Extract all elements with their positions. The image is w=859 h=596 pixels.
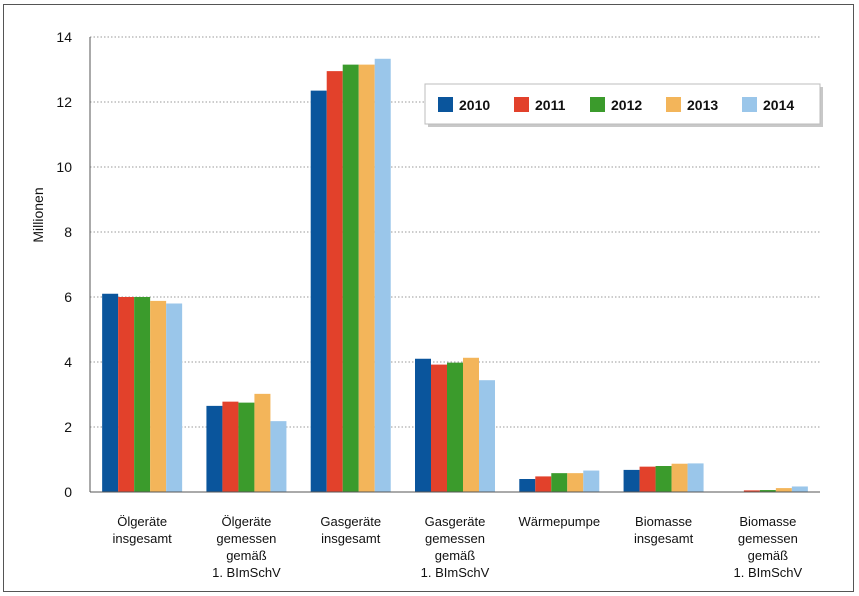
legend-label-2010: 2010	[459, 97, 490, 113]
category-label: 1. BImSchV	[734, 565, 803, 580]
bar-2010-3	[310, 90, 327, 492]
bar-2014-7	[791, 486, 808, 492]
bar-2010-1	[102, 293, 119, 492]
y-axis-title: Millionen	[30, 187, 46, 242]
bar-2014-1	[166, 303, 183, 492]
bar-2012-2	[238, 402, 255, 492]
category-label: Gasgeräte	[425, 514, 486, 529]
y-tick-label: 4	[64, 354, 72, 370]
category-label: Gasgeräte	[320, 514, 381, 529]
bar-2014-2	[270, 421, 287, 492]
bar-2012-1	[134, 297, 151, 492]
category-label: insgesamt	[321, 531, 381, 546]
category-label: gemessen	[216, 531, 276, 546]
y-tick-label: 12	[56, 94, 72, 110]
bar-2013-5	[567, 473, 584, 492]
bar-2010-5	[519, 479, 536, 492]
bar-2011-2	[222, 401, 239, 492]
bar-2013-2	[254, 393, 271, 492]
y-tick-label: 10	[56, 159, 72, 175]
y-tick-label: 0	[64, 484, 72, 500]
legend-swatch-2011	[514, 97, 529, 112]
bar-2014-6	[687, 463, 704, 492]
category-labels: Ölgeräte insgesamt Ölgeräte gemessen gemäß 1.…	[113, 514, 803, 580]
bar-2011-5	[535, 476, 552, 492]
bar-2013-6	[671, 463, 688, 492]
bar-2012-4	[447, 362, 463, 492]
legend-swatch-2012	[590, 97, 605, 112]
bar-2014-5	[583, 470, 600, 492]
category-label: gemessen	[425, 531, 485, 546]
bar-2010-4	[415, 358, 431, 492]
category-label: 1. BImSchV	[421, 565, 490, 580]
legend-label-2011: 2011	[535, 97, 566, 113]
bar-2011-3	[326, 71, 343, 492]
bar-2013-4	[463, 357, 479, 492]
legend-swatch-2010	[438, 97, 453, 112]
category-label: gemessen	[738, 531, 798, 546]
bar-2014-4	[479, 380, 495, 492]
legend-label-2013: 2013	[687, 97, 718, 113]
legend-swatch-2014	[742, 97, 757, 112]
category-label: Ölgeräte	[117, 514, 167, 529]
axes	[89, 37, 820, 493]
category-label: Biomasse	[635, 514, 692, 529]
bar-2010-2	[206, 405, 223, 492]
legend-label-2012: 2012	[611, 97, 642, 113]
legend: 2010 2011 2012 2013 2014	[424, 83, 823, 127]
category-label: gemäß	[748, 548, 789, 563]
category-label: insgesamt	[634, 531, 694, 546]
bar-2014-3	[374, 58, 391, 493]
bar-2012-5	[551, 473, 568, 492]
bar-2012-7	[759, 490, 776, 492]
y-tick-labels: 0 2 4 6 8 10 12 14	[56, 29, 72, 500]
bar-2011-7	[743, 490, 760, 492]
legend-label-2014: 2014	[763, 97, 794, 113]
y-tick-label: 8	[64, 224, 72, 240]
bar-2011-4	[431, 364, 447, 492]
category-label: Ölgeräte	[221, 514, 271, 529]
bar-2011-6	[639, 466, 656, 492]
category-label: gemäß	[435, 548, 476, 563]
category-label: gemäß	[226, 548, 267, 563]
category-label: Wärmepumpe	[518, 514, 600, 529]
bar-2012-6	[655, 466, 672, 492]
category-label: insgesamt	[113, 531, 173, 546]
category-label: 1. BImSchV	[212, 565, 281, 580]
category-label: Biomasse	[739, 514, 796, 529]
bar-2011-1	[118, 297, 135, 492]
bars	[102, 58, 808, 493]
y-tick-label: 14	[56, 29, 72, 45]
y-tick-label: 2	[64, 419, 72, 435]
bar-2010-6	[623, 469, 640, 492]
legend-swatch-2013	[666, 97, 681, 112]
bar-2012-3	[342, 64, 359, 492]
bar-2013-3	[358, 64, 375, 492]
y-tick-label: 6	[64, 289, 72, 305]
bar-2013-7	[775, 488, 792, 492]
bar-2013-1	[150, 300, 167, 492]
